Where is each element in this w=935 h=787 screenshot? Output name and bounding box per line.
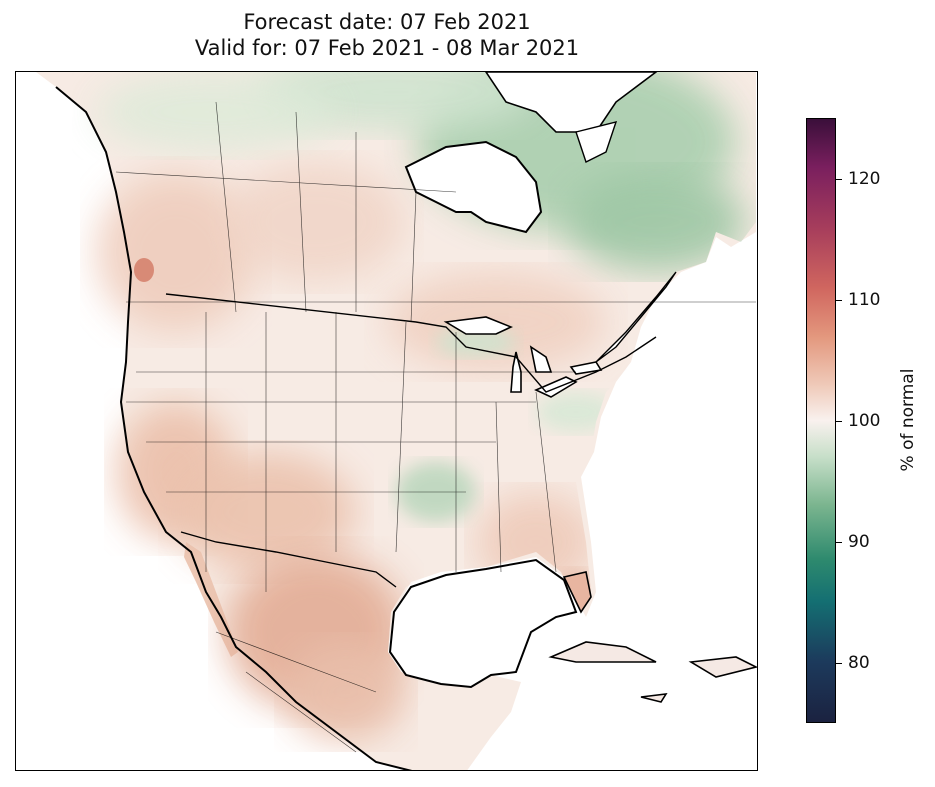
gulf-of-mexico bbox=[388, 558, 578, 689]
colorbar-tick bbox=[836, 299, 842, 301]
land-anomaly-field bbox=[36, 72, 756, 770]
colorbar-tick-label: 80 bbox=[848, 652, 870, 673]
hudson-strait bbox=[575, 121, 618, 163]
north-america-map bbox=[15, 71, 758, 771]
map-title-line2: Valid for: 07 Feb 2021 - 08 Mar 2021 bbox=[194, 36, 580, 60]
colorbar-label: % of normal bbox=[898, 368, 918, 472]
colorbar-tick bbox=[836, 178, 842, 180]
colorbar-tick bbox=[836, 420, 842, 422]
colorbar-tick bbox=[836, 662, 842, 664]
state-province-borders bbox=[115, 101, 756, 753]
colorbar-tick-label: 110 bbox=[848, 289, 881, 310]
coastline bbox=[55, 86, 413, 770]
country-borders bbox=[165, 293, 657, 588]
map-title-line1: Forecast date: 07 Feb 2021 bbox=[243, 10, 531, 34]
colorbar-tick-label: 90 bbox=[848, 531, 870, 552]
florida bbox=[562, 571, 592, 614]
colorbar-tick bbox=[836, 541, 842, 543]
colorbar bbox=[806, 118, 836, 723]
colorbar-tick-label: 120 bbox=[848, 168, 881, 189]
map-svg bbox=[36, 72, 757, 770]
vancouver-island-high bbox=[134, 258, 154, 282]
st-lawrence bbox=[595, 271, 677, 363]
hudson-bay bbox=[404, 140, 543, 234]
colorbar-tick-label: 100 bbox=[848, 410, 881, 431]
caribbean-islands bbox=[548, 641, 757, 703]
